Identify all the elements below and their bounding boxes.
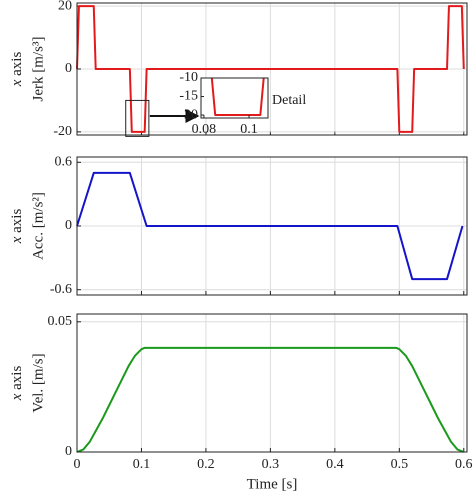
y-axis-label: x axis bbox=[9, 366, 25, 402]
y-tick-label: 0.05 bbox=[48, 314, 73, 329]
plot-area bbox=[77, 314, 467, 452]
y-axis-label: x axis bbox=[9, 52, 25, 88]
inset-frame bbox=[200, 77, 269, 119]
x-tick-label: 0 bbox=[74, 457, 81, 472]
y-axis-label: x axis bbox=[9, 209, 25, 245]
x-tick-label: 0.1 bbox=[133, 457, 151, 472]
data-line bbox=[76, 5, 465, 133]
data-line bbox=[76, 171, 464, 281]
x-tick-label: 0.6 bbox=[455, 457, 473, 472]
x-tick-label: 0.2 bbox=[197, 457, 215, 472]
y-tick-label: 0.6 bbox=[55, 155, 73, 170]
x-tick-label: 0.5 bbox=[391, 457, 409, 472]
y-tick-label: -20 bbox=[53, 124, 72, 139]
x-tick-label: 0.3 bbox=[262, 457, 280, 472]
plot-frame bbox=[76, 2, 468, 136]
annotation: Detail bbox=[272, 93, 306, 108]
zoom-box bbox=[125, 99, 150, 137]
data-line bbox=[76, 346, 465, 453]
y-tick-label: 0 bbox=[65, 218, 72, 233]
y-tick-label: -0.6 bbox=[50, 282, 72, 297]
x-axis-label: Time [s] bbox=[247, 476, 298, 492]
y-axis-label: Acc. [m/s²] bbox=[30, 192, 46, 260]
inset-area bbox=[201, 78, 268, 118]
x-tick-label: 0.4 bbox=[326, 457, 344, 472]
inset-x-tick-label: 0.08 bbox=[192, 122, 217, 137]
inset-x-tick-label: 0.1 bbox=[240, 122, 258, 137]
plot-frame bbox=[76, 156, 468, 296]
y-tick-label: 0 bbox=[65, 444, 72, 459]
plot-frame bbox=[76, 313, 468, 453]
y-axis-label: Vel. [m/s] bbox=[30, 353, 46, 412]
y-tick-label: 0 bbox=[65, 61, 72, 76]
inset-y-tick-label: -20 bbox=[179, 107, 198, 122]
inset-y-tick-label: -15 bbox=[179, 89, 198, 104]
inset-y-tick-label: -10 bbox=[179, 70, 198, 85]
y-tick-label: 20 bbox=[58, 0, 72, 13]
y-axis-label: Jerk [m/s³] bbox=[30, 37, 46, 102]
